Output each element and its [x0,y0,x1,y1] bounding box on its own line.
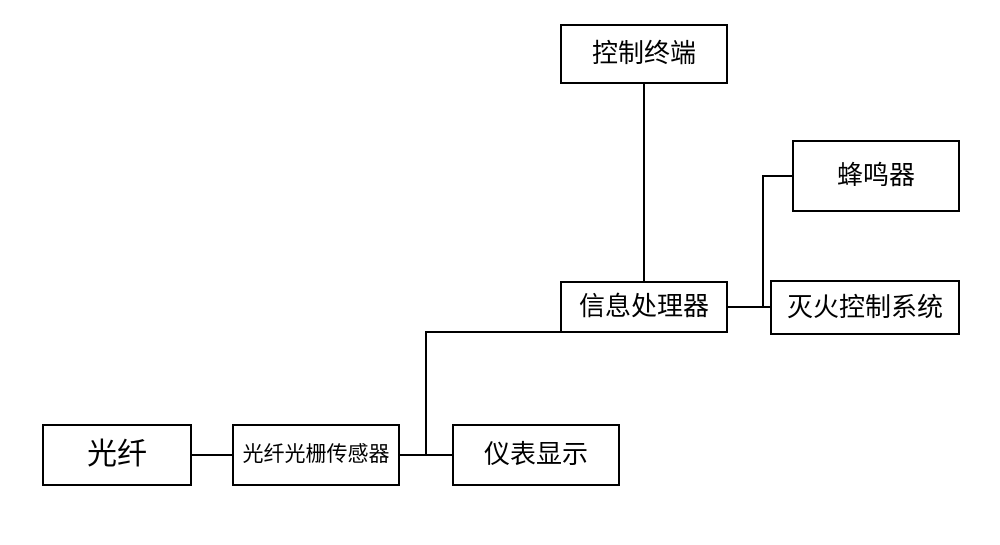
edge-fiber-to-sensor [192,454,232,456]
node-optical-fiber: 光纤 [42,424,192,486]
edge-junction-to-processor [425,331,561,333]
node-label: 灭火控制系统 [787,292,943,323]
edge-bus-to-buzzer [762,175,792,177]
node-label: 蜂鸣器 [837,160,915,191]
node-label: 信息处理器 [579,291,709,322]
node-label: 光纤 [87,437,147,473]
edge-junction-vertical [425,333,427,455]
node-info-processor: 信息处理器 [560,281,728,333]
edge-control-to-processor [643,84,645,281]
edge-bus-vertical [762,175,764,307]
node-label: 控制终端 [592,38,696,69]
node-fbg-sensor: 光纤光栅传感器 [232,424,400,486]
node-meter-display: 仪表显示 [452,424,620,486]
node-buzzer: 蜂鸣器 [792,140,960,212]
node-label: 仪表显示 [484,439,588,470]
node-fire-control: 灭火控制系统 [770,280,960,335]
node-control-terminal: 控制终端 [560,24,728,84]
node-label: 光纤光栅传感器 [243,442,390,467]
